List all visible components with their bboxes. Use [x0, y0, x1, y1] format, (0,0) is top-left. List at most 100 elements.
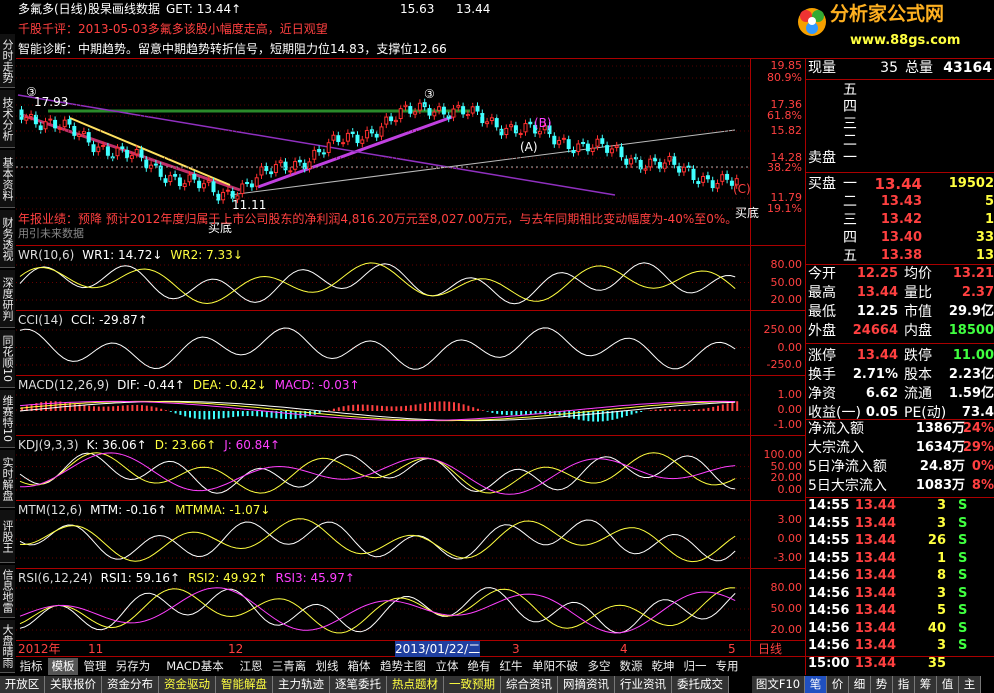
candle [561, 137, 566, 140]
bottom-tab[interactable]: 智能解盘 [216, 676, 273, 693]
view-tab[interactable]: 势 [871, 676, 893, 693]
bottom-tab[interactable]: 关联报价 [45, 676, 102, 693]
label: 1083万 [915, 478, 965, 493]
candle [245, 182, 250, 185]
side-tab[interactable]: 实时解盘 [0, 450, 15, 508]
toolbar-button[interactable]: 多空 [584, 658, 614, 675]
indicator-axis-label: 250.00 [763, 323, 803, 336]
logo-bg [795, 0, 994, 58]
toolbar-button[interactable]: 江恩 [236, 658, 266, 675]
toolbar-button[interactable]: 红牛 [496, 658, 526, 675]
bottom-tab[interactable]: 主力轨迹 [273, 676, 330, 693]
toolbar-button[interactable]: 模板 [48, 658, 78, 675]
bottom-tab[interactable]: 资金分布 [102, 676, 159, 693]
side-tab[interactable]: 大盘晴雨 [0, 620, 15, 673]
price-axis-label: 11.79 [770, 191, 803, 204]
view-tab[interactable]: 筹 [915, 676, 937, 693]
toolbar-button[interactable]: 箱体 [344, 658, 374, 675]
view-tab[interactable]: 图文F10 [752, 676, 805, 693]
label: 五 [843, 82, 857, 98]
label: 13.44 [854, 620, 896, 636]
view-tab[interactable]: 主 [959, 676, 981, 693]
toolbar-button[interactable]: 三青离 [268, 658, 310, 675]
candle [729, 180, 734, 186]
x-axis-label: 5 [728, 642, 736, 656]
label: 5日大宗流入 [808, 478, 887, 494]
candle [192, 174, 197, 180]
view-tab[interactable]: 笔 [805, 676, 827, 693]
label: S [958, 638, 968, 653]
view-tab[interactable]: 值 [937, 676, 959, 693]
toolbar-button[interactable]: 划线 [312, 658, 342, 675]
candle [437, 106, 442, 111]
toolbar-button[interactable]: 归一 [680, 658, 710, 675]
candle [465, 114, 470, 117]
side-tab[interactable]: 技术分析 [0, 90, 15, 148]
side-tab[interactable]: 基本资料 [0, 150, 15, 208]
toolbar-button[interactable]: 绝有 [464, 658, 494, 675]
candle [595, 138, 600, 147]
toolbar-button[interactable]: 立体 [432, 658, 462, 675]
label: 12.25 [856, 266, 898, 281]
side-tab[interactable]: 深度研判 [0, 270, 15, 328]
candle [317, 149, 322, 153]
side-tab[interactable]: 同花顺10 [0, 330, 15, 388]
toolbar-button[interactable]: MACD基本 [156, 658, 234, 675]
toolbar-button[interactable]: 趋势主图 [376, 658, 430, 675]
candle [81, 131, 86, 135]
view-tab[interactable]: 指 [893, 676, 915, 693]
chart-annotation: (B) [534, 116, 552, 130]
indicator-value: J: 60.84↑ [224, 438, 281, 452]
bottom-tab[interactable]: 热点题材 [387, 676, 444, 693]
indicator-line [19, 452, 736, 494]
candle [345, 132, 350, 142]
candle [720, 174, 725, 182]
candle [53, 119, 58, 129]
toolbar-button[interactable]: 管理 [80, 658, 110, 675]
toolbar-button[interactable]: 数源 [616, 658, 646, 675]
bottom-tab[interactable]: 资金驱动 [159, 676, 216, 693]
candle [360, 139, 365, 144]
bottom-tab[interactable]: 网摘资讯 [558, 676, 615, 693]
bottom-tab[interactable]: 行业资讯 [615, 676, 672, 693]
toolbar-button[interactable]: 指标 [16, 658, 46, 675]
toolbar-button[interactable]: 乾坤 [648, 658, 678, 675]
candle [648, 158, 653, 168]
side-tab[interactable]: 维赛特10 [0, 390, 15, 448]
side-tab[interactable]: 财务透视 [0, 210, 15, 268]
candle [374, 133, 379, 138]
label: 13.38 [880, 248, 922, 263]
toolbar-button[interactable]: 单阳不破 [528, 658, 582, 675]
bottom-tab[interactable]: 委托成交 [672, 676, 729, 693]
label: 13.44 [854, 638, 896, 653]
label: 14:55 [808, 550, 850, 566]
label: 6.62 [865, 386, 898, 401]
label: 15:00 [808, 655, 850, 671]
candle [653, 157, 658, 162]
indicator-value: WR(10,6) [18, 248, 75, 262]
view-tab[interactable]: 细 [849, 676, 871, 693]
bottom-tab[interactable]: 开放区 [0, 676, 45, 693]
bottom-tab[interactable]: 逐笔委托 [330, 676, 387, 693]
candle [408, 106, 413, 114]
toolbar-button[interactable]: 另存为 [112, 658, 154, 675]
toolbar-button[interactable]: 专用 [712, 658, 742, 675]
label: 29% [962, 440, 994, 455]
chart-annotation: (C) [733, 182, 751, 196]
side-tab[interactable]: 评股王 [0, 510, 15, 563]
label: 三 [843, 212, 857, 228]
candle [609, 148, 614, 154]
view-tab[interactable]: 价 [827, 676, 849, 693]
price-axis-label: 14.28 [770, 151, 803, 164]
side-tab[interactable]: 分时走势 [0, 34, 15, 88]
candle [307, 161, 312, 170]
label: 13.43 [880, 194, 922, 209]
candle [461, 106, 466, 115]
label: 2.37 [961, 285, 994, 300]
candle [336, 135, 341, 142]
bottom-tab[interactable]: 一致预期 [444, 676, 501, 693]
candle [677, 166, 682, 173]
side-tab[interactable]: 信息地雷 [0, 565, 15, 618]
label: 13.44 [854, 533, 896, 548]
bottom-tab[interactable]: 综合资讯 [501, 676, 558, 693]
